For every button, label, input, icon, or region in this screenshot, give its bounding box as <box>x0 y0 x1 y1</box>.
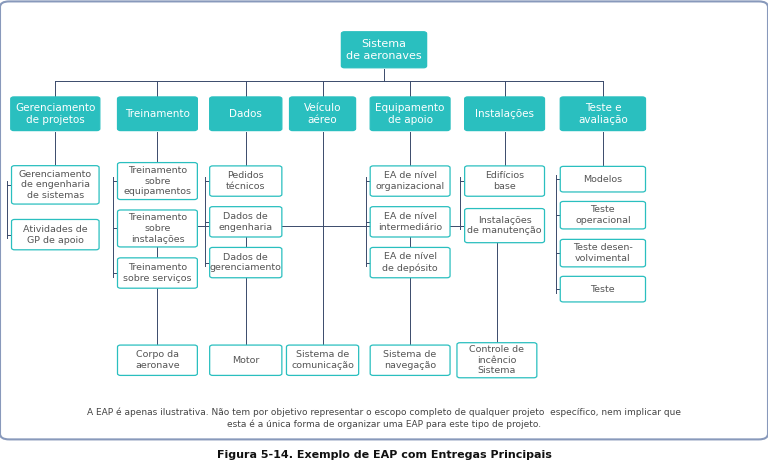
Text: Treinamento
sobre serviços: Treinamento sobre serviços <box>123 263 192 283</box>
Text: Dados de
engenharia: Dados de engenharia <box>219 212 273 232</box>
FancyBboxPatch shape <box>290 97 356 131</box>
FancyBboxPatch shape <box>210 247 282 278</box>
FancyBboxPatch shape <box>118 345 197 375</box>
Text: Sistema de
navegação: Sistema de navegação <box>383 350 437 370</box>
FancyBboxPatch shape <box>370 207 450 237</box>
FancyBboxPatch shape <box>210 207 282 237</box>
Text: Controle de
incêncio
Sistema: Controle de incêncio Sistema <box>469 345 525 375</box>
FancyBboxPatch shape <box>561 239 645 267</box>
FancyBboxPatch shape <box>465 166 545 196</box>
Text: EA de nível
organizacional: EA de nível organizacional <box>376 171 445 191</box>
Text: Teste e
avaliação: Teste e avaliação <box>578 103 627 125</box>
Text: Treinamento: Treinamento <box>125 109 190 119</box>
Text: Veículo
aéreo: Veículo aéreo <box>304 103 341 125</box>
FancyBboxPatch shape <box>286 345 359 375</box>
FancyBboxPatch shape <box>210 97 282 131</box>
FancyBboxPatch shape <box>561 97 645 131</box>
Text: EA de nível
intermediário: EA de nível intermediário <box>378 212 442 232</box>
Text: Pedidos
técnicos: Pedidos técnicos <box>226 171 266 191</box>
FancyBboxPatch shape <box>341 32 427 68</box>
Text: Treinamento
sobre
equipamentos: Treinamento sobre equipamentos <box>124 166 191 196</box>
FancyBboxPatch shape <box>11 97 100 131</box>
Text: Instalações
de manutenção: Instalações de manutenção <box>467 216 542 236</box>
FancyBboxPatch shape <box>561 276 645 302</box>
FancyBboxPatch shape <box>210 166 282 196</box>
Text: Atividades de
GP de apoio: Atividades de GP de apoio <box>23 225 88 245</box>
FancyBboxPatch shape <box>561 201 645 229</box>
FancyBboxPatch shape <box>0 1 768 439</box>
Text: Dados de
gerenciamento: Dados de gerenciamento <box>210 253 282 273</box>
Text: Teste desen-
volvimental: Teste desen- volvimental <box>573 243 633 263</box>
Text: Teste: Teste <box>591 285 615 293</box>
Text: Gerenciamento
de projetos: Gerenciamento de projetos <box>15 103 95 125</box>
FancyBboxPatch shape <box>370 247 450 278</box>
FancyBboxPatch shape <box>210 345 282 375</box>
FancyBboxPatch shape <box>118 210 197 247</box>
FancyBboxPatch shape <box>118 163 197 200</box>
FancyBboxPatch shape <box>118 258 197 288</box>
Text: Treinamento
sobre
instalações: Treinamento sobre instalações <box>128 213 187 244</box>
FancyBboxPatch shape <box>370 97 450 131</box>
FancyBboxPatch shape <box>12 165 99 204</box>
Text: Teste
operacional: Teste operacional <box>575 205 631 225</box>
Text: Sistema de
comunicação: Sistema de comunicação <box>291 350 354 370</box>
FancyBboxPatch shape <box>12 219 99 250</box>
Text: Motor: Motor <box>232 356 260 365</box>
FancyBboxPatch shape <box>370 166 450 196</box>
FancyBboxPatch shape <box>465 209 545 243</box>
FancyBboxPatch shape <box>370 345 450 375</box>
FancyBboxPatch shape <box>465 97 545 131</box>
Text: Figura 5-14. Exemplo de EAP com Entregas Principais: Figura 5-14. Exemplo de EAP com Entregas… <box>217 450 551 460</box>
Text: A EAP é apenas ilustrativa. Não tem por objetivo representar o escopo completo d: A EAP é apenas ilustrativa. Não tem por … <box>87 407 681 429</box>
Text: Sistema
de aeronaves: Sistema de aeronaves <box>346 39 422 61</box>
Text: EA de nível
de depósito: EA de nível de depósito <box>382 253 438 273</box>
FancyBboxPatch shape <box>457 343 537 378</box>
FancyBboxPatch shape <box>561 166 645 192</box>
Text: Instalações: Instalações <box>475 109 534 119</box>
Text: Modelos: Modelos <box>584 175 622 183</box>
Text: Dados: Dados <box>230 109 262 119</box>
Text: Gerenciamento
de engenharia
de sistemas: Gerenciamento de engenharia de sistemas <box>18 170 92 200</box>
Text: Edifícios
base: Edifícios base <box>485 171 524 191</box>
Text: Corpo da
aeronave: Corpo da aeronave <box>135 350 180 370</box>
FancyBboxPatch shape <box>118 97 197 131</box>
Text: Equipamento
de apoio: Equipamento de apoio <box>376 103 445 125</box>
